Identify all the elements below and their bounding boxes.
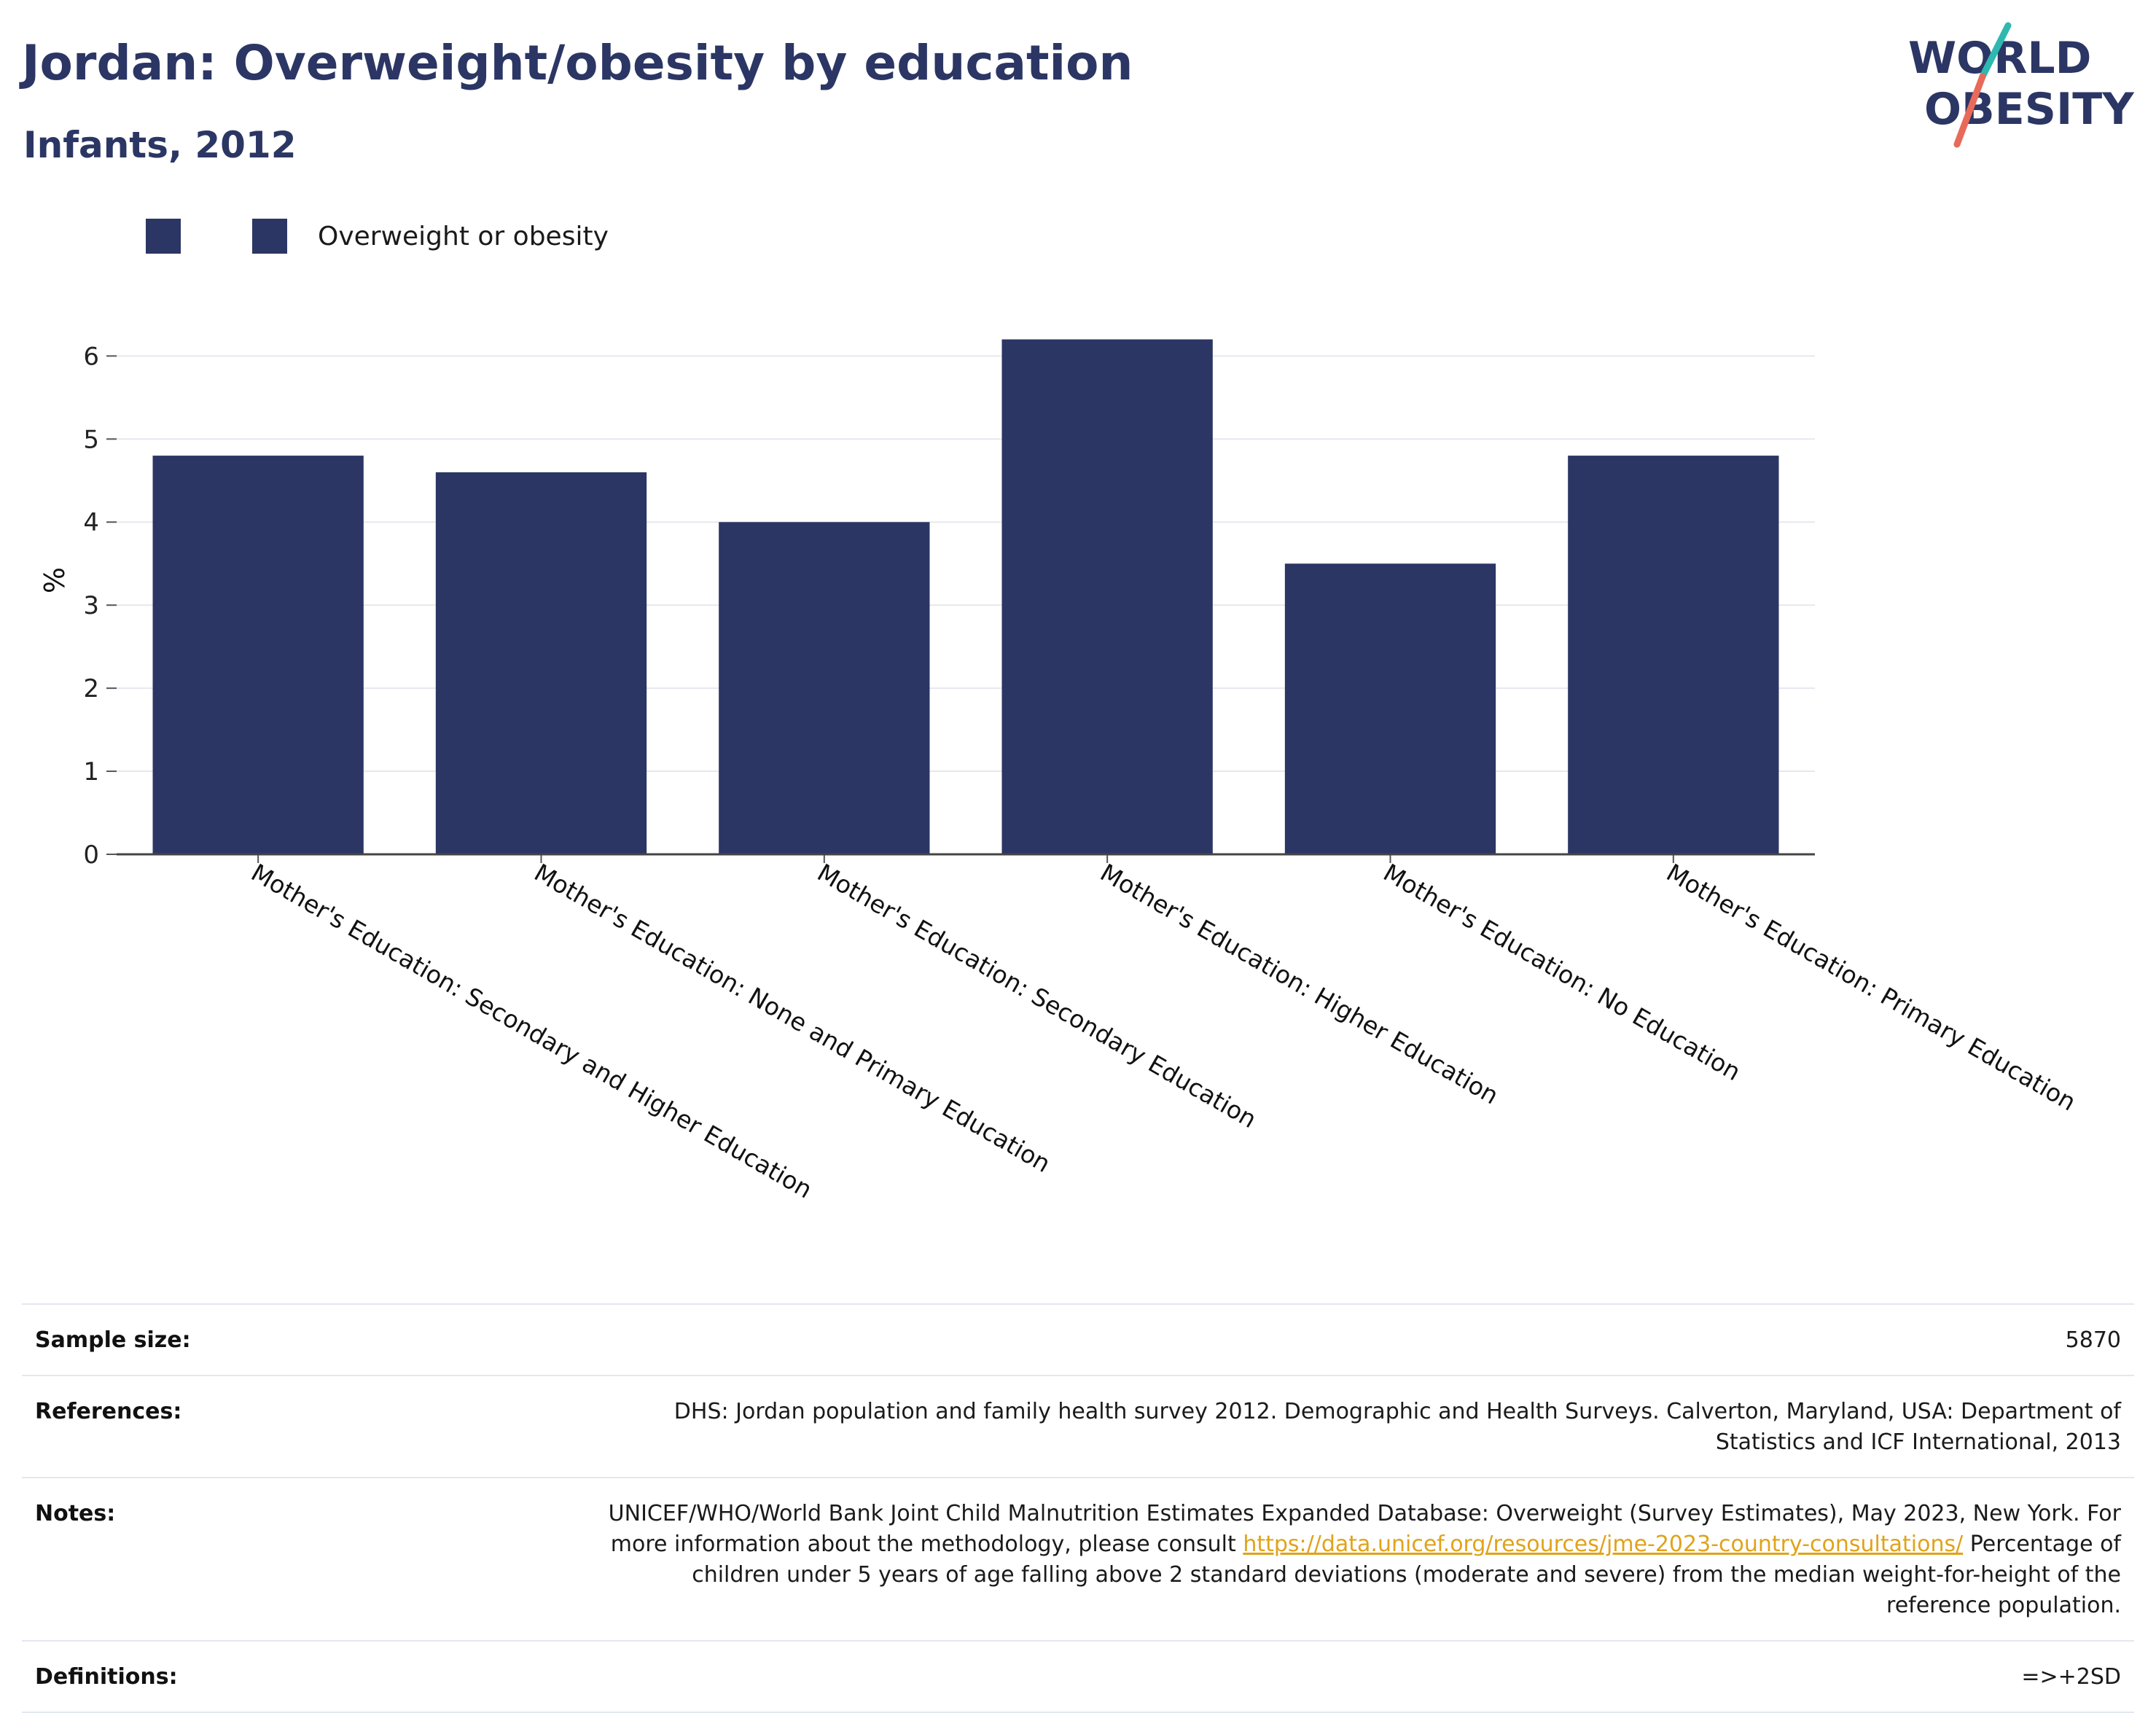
y-tick-label: 3 xyxy=(83,591,99,620)
info-table: Sample size: 5870 References: DHS: Jorda… xyxy=(22,1303,2134,1713)
notes-text-2: Percentage of children under 5 years of … xyxy=(692,1531,2121,1618)
legend-swatch xyxy=(146,219,181,254)
y-tick-label: 2 xyxy=(83,674,99,703)
y-axis-ticks: 0 1 2 3 4 5 6 xyxy=(83,342,117,870)
x-tick-label: Mother's Education: Secondary and Higher… xyxy=(246,858,817,1203)
world-obesity-logo: WORLD OBESITY xyxy=(1908,22,2135,148)
notes-value: UNICEF/WHO/World Bank Joint Child Malnut… xyxy=(590,1499,2121,1621)
bar[interactable] xyxy=(1568,456,1779,854)
bar[interactable] xyxy=(1001,339,1213,854)
bar-chart: 0 1 2 3 4 5 6 Mother's Education: Secondary an… xyxy=(37,339,2081,1204)
notes-row: Notes: UNICEF/WHO/World Bank Joint Child… xyxy=(22,1478,2134,1642)
y-tick-label: 1 xyxy=(83,757,99,787)
bars xyxy=(152,339,1779,854)
legend: Overweight or obesity xyxy=(146,217,609,255)
y-tick-label: 4 xyxy=(83,508,99,537)
bar[interactable] xyxy=(152,456,364,854)
y-tick-label: 5 xyxy=(83,425,99,454)
x-tick-label: Mother's Education: Secondary Education xyxy=(813,858,1262,1133)
notes-text-1: UNICEF/WHO/World Bank Joint Child Malnut… xyxy=(608,1501,2121,1557)
bar[interactable] xyxy=(719,522,930,854)
notes-label: Notes: xyxy=(35,1501,116,1526)
y-tick-label: 6 xyxy=(83,342,99,371)
gridlines xyxy=(117,355,1815,773)
bar[interactable] xyxy=(435,472,647,854)
logo-word-obesity: OBESITY xyxy=(1924,84,2135,135)
sample-size-row: Sample size: 5870 xyxy=(22,1305,2134,1376)
notes-link[interactable]: https://data.unicef.org/resources/jme-20… xyxy=(1243,1531,1964,1557)
definitions-label: Definitions: xyxy=(35,1664,178,1690)
sample-size-value: 5870 xyxy=(2065,1327,2121,1353)
legend-label[interactable]: Overweight or obesity xyxy=(318,221,609,251)
bar[interactable] xyxy=(1284,563,1496,854)
legend-swatch-series[interactable] xyxy=(252,219,287,254)
definitions-value: =>+2SD xyxy=(2021,1664,2121,1690)
y-tick-label: 0 xyxy=(83,840,99,870)
references-row: References: DHS: Jordan population and f… xyxy=(22,1376,2134,1478)
chart-subtitle: Infants, 2012 xyxy=(23,124,297,166)
chart-title: Jordan: Overweight/obesity by education xyxy=(22,35,1133,91)
y-axis-label: % xyxy=(37,567,69,593)
sample-size-label: Sample size: xyxy=(35,1327,191,1353)
x-tick-label: Mother's Education: None and Primary Edu… xyxy=(530,858,1055,1178)
references-label: References: xyxy=(35,1399,182,1424)
definitions-row: Definitions: =>+2SD xyxy=(22,1642,2134,1713)
logo-slash-teal xyxy=(1979,22,2012,80)
x-axis-ticks: Mother's Education: Secondary and Higher… xyxy=(246,854,2081,1204)
references-value: DHS: Jordan population and family health… xyxy=(673,1399,2121,1455)
logo-slash-coral xyxy=(1953,73,1986,148)
